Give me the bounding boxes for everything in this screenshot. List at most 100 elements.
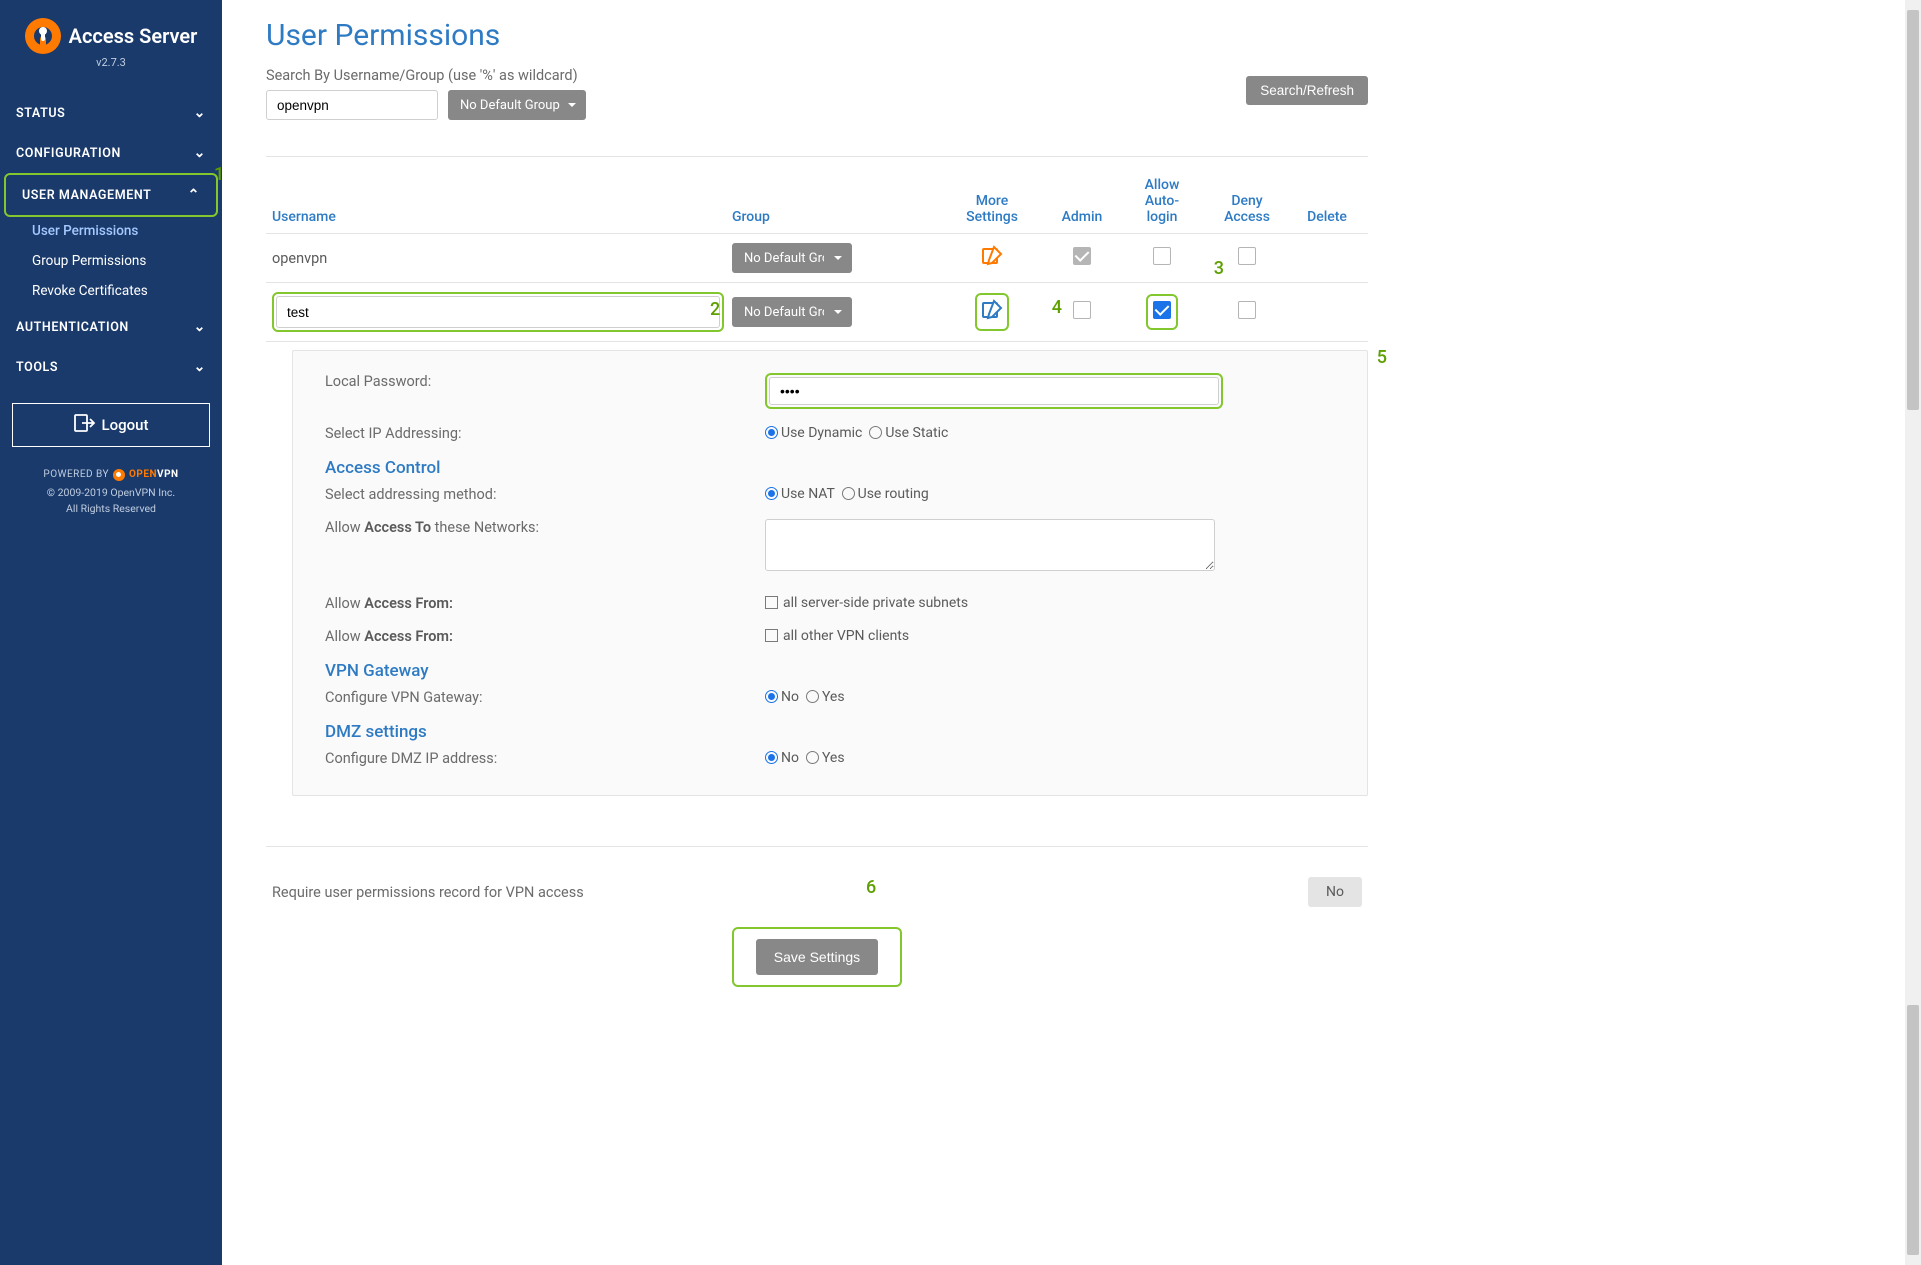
dmz-no-label: No: [781, 750, 799, 766]
require-record-toggle[interactable]: No: [1308, 877, 1362, 907]
chevron-down-icon: ⌄: [194, 145, 206, 161]
main-content: User Permissions Search By Username/Grou…: [222, 0, 1408, 1265]
col-group: Group: [732, 209, 942, 225]
configure-dmz-label: Configure DMZ IP address:: [325, 750, 765, 767]
col-more-settings: MoreSettings: [942, 193, 1042, 225]
annotation-1: 1: [214, 164, 224, 185]
nav-usermgmt-label: USER MANAGEMENT: [22, 188, 151, 203]
nav-sub-user-permissions[interactable]: User Permissions: [0, 217, 222, 247]
default-group-select[interactable]: No Default Group: [448, 90, 586, 120]
nav-configuration[interactable]: CONFIGURATION ⌄: [0, 133, 222, 173]
addressing-method-label: Select addressing method:: [325, 486, 765, 503]
table-row: 2 No Default Group 4: [266, 282, 1368, 342]
brand-logo-icon: [25, 18, 61, 54]
configure-gateway-label: Configure VPN Gateway:: [325, 689, 765, 706]
logout-button[interactable]: Logout: [12, 403, 210, 447]
radio-gw-no[interactable]: [765, 690, 778, 703]
scrollbar[interactable]: [1905, 0, 1921, 1265]
radio-use-nat[interactable]: [765, 487, 778, 500]
nav-auth-label: AUTHENTICATION: [16, 320, 129, 335]
radio-gw-yes[interactable]: [806, 690, 819, 703]
radio-use-static[interactable]: [869, 426, 882, 439]
annotation-6: 6: [866, 877, 876, 898]
annotation-4: 4: [1052, 297, 1062, 318]
separator: [266, 846, 1368, 847]
col-delete: Delete: [1292, 209, 1362, 225]
row-group-select[interactable]: No Default Group: [732, 243, 852, 273]
autologin-checkbox[interactable]: [1153, 247, 1171, 265]
admin-checkbox[interactable]: [1073, 247, 1091, 265]
nav-config-label: CONFIGURATION: [16, 146, 121, 161]
col-admin: Admin: [1042, 209, 1122, 225]
gw-yes-label: Yes: [822, 689, 845, 705]
radio-dmz-yes[interactable]: [806, 751, 819, 764]
search-input[interactable]: [266, 90, 438, 120]
require-record-label: Require user permissions record for VPN …: [272, 884, 584, 901]
chevron-up-icon: ⌃: [188, 187, 200, 203]
openvpn-small-icon: [113, 469, 125, 481]
footer-row: Require user permissions record for VPN …: [266, 877, 1368, 907]
row-group-label: No Default Group: [744, 305, 824, 320]
use-static-label: Use Static: [885, 425, 948, 441]
scrollbar-thumb[interactable]: [1907, 1005, 1919, 1255]
logout-icon: [74, 414, 96, 436]
vpn-gateway-heading: VPN Gateway: [325, 661, 1335, 681]
gw-no-label: No: [781, 689, 799, 705]
copyright-text: © 2009-2019 OpenVPN Inc.: [10, 485, 212, 501]
local-password-label: Local Password:: [325, 373, 765, 390]
table-header: Username Group MoreSettings Admin AllowA…: [266, 167, 1368, 233]
deny-checkbox[interactable]: [1238, 301, 1256, 319]
dmz-yes-label: Yes: [822, 750, 845, 766]
table-row: openvpn No Default Group: [266, 233, 1368, 282]
radio-use-routing[interactable]: [842, 487, 855, 500]
annotation-5: 5: [1377, 347, 1387, 368]
nav-authentication[interactable]: AUTHENTICATION ⌄: [0, 307, 222, 347]
ip-addressing-label: Select IP Addressing:: [325, 425, 765, 442]
logout-label: Logout: [102, 416, 149, 434]
allow-access-to-textarea[interactable]: [765, 519, 1215, 571]
local-password-input[interactable]: [769, 377, 1219, 405]
user-settings-panel: 5 Local Password: Select IP Addressing: …: [292, 350, 1368, 796]
new-username-input[interactable]: [276, 296, 720, 328]
permissions-table: Username Group MoreSettings Admin AllowA…: [266, 167, 1368, 342]
deny-checkbox[interactable]: [1238, 247, 1256, 265]
nav-sub-revoke-certs[interactable]: Revoke Certificates: [0, 277, 222, 307]
admin-checkbox[interactable]: [1073, 301, 1091, 319]
powered-by-label: POWERED BY: [43, 467, 109, 482]
openvpn-text1: OPEN: [129, 469, 157, 480]
chevron-down-icon: ⌄: [194, 359, 206, 375]
scrollbar-thumb[interactable]: [1907, 10, 1919, 410]
annotation-3: 3: [1214, 258, 1224, 279]
checkbox-vpn-clients[interactable]: [765, 629, 778, 642]
search-refresh-button[interactable]: Search/Refresh: [1246, 76, 1368, 105]
save-settings-button[interactable]: Save Settings: [756, 939, 878, 975]
default-group-label: No Default Group: [460, 98, 560, 113]
brand: Access Server v2.7.3: [0, 18, 222, 69]
col-auto-login: AllowAuto-login: [1122, 177, 1202, 225]
radio-dmz-no[interactable]: [765, 751, 778, 764]
nav-status[interactable]: STATUS ⌄: [0, 93, 222, 133]
username-cell: openvpn: [272, 250, 732, 267]
openvpn-text2: VPN: [157, 469, 179, 480]
sidebar: Access Server v2.7.3 STATUS ⌄ CONFIGURAT…: [0, 0, 222, 1265]
chevron-down-icon: ⌄: [194, 105, 206, 121]
nav-tools-label: TOOLS: [16, 360, 58, 375]
checkbox-server-subnets[interactable]: [765, 596, 778, 609]
autologin-checkbox[interactable]: [1153, 301, 1171, 319]
nav-sub-group-permissions[interactable]: Group Permissions: [0, 247, 222, 277]
chevron-down-icon: ⌄: [194, 319, 206, 335]
sidebar-footer: POWERED BY OPENVPN © 2009-2019 OpenVPN I…: [0, 467, 222, 517]
row-group-select[interactable]: No Default Group: [732, 297, 852, 327]
nav-tools[interactable]: TOOLS ⌄: [0, 347, 222, 387]
brand-version: v2.7.3: [10, 56, 212, 69]
col-deny-access: DenyAccess: [1202, 193, 1292, 225]
edit-icon[interactable]: [980, 298, 1004, 322]
access-control-heading: Access Control: [325, 458, 1335, 478]
edit-icon[interactable]: [980, 244, 1004, 268]
dmz-heading: DMZ settings: [325, 722, 1335, 742]
use-dynamic-label: Use Dynamic: [781, 425, 862, 441]
search-label: Search By Username/Group (use '%' as wil…: [266, 67, 1368, 84]
nav-user-management[interactable]: USER MANAGEMENT ⌃: [4, 173, 218, 217]
row-group-label: No Default Group: [744, 251, 824, 266]
radio-use-dynamic[interactable]: [765, 426, 778, 439]
